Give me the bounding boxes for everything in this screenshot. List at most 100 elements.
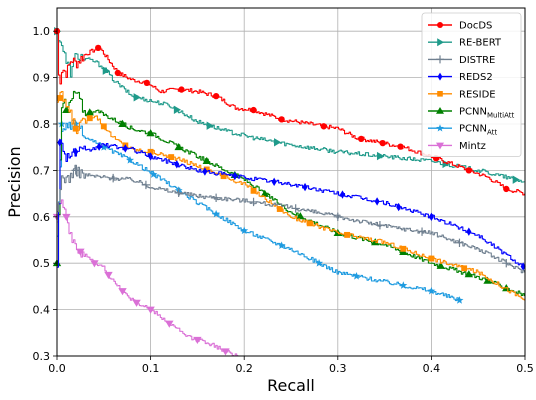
data-point-marker bbox=[212, 93, 220, 100]
data-point-marker bbox=[203, 166, 210, 173]
data-point-marker bbox=[371, 238, 380, 246]
legend-entry: DISTRE bbox=[428, 55, 495, 66]
series-line bbox=[57, 164, 525, 274]
legend-box bbox=[421, 12, 522, 158]
data-point-marker bbox=[104, 271, 113, 279]
data-point-marker bbox=[71, 119, 80, 128]
data-point-marker bbox=[174, 143, 183, 151]
series-layer bbox=[52, 27, 526, 357]
data-point-marker bbox=[102, 66, 110, 75]
series-line bbox=[57, 90, 525, 297]
data-point-marker bbox=[428, 212, 434, 221]
data-point-marker bbox=[232, 171, 238, 181]
data-point-marker bbox=[141, 180, 151, 190]
data-point-marker bbox=[503, 185, 510, 193]
data-point-marker bbox=[376, 151, 385, 161]
data-point-marker bbox=[374, 197, 380, 206]
legend-marker bbox=[437, 72, 443, 81]
x-tick-label: 0.3 bbox=[329, 362, 347, 375]
series-line bbox=[57, 139, 525, 269]
data-point-marker bbox=[455, 296, 464, 304]
data-point-marker bbox=[483, 276, 492, 284]
data-point-marker bbox=[352, 271, 361, 280]
data-point-marker bbox=[436, 261, 445, 269]
data-point-marker bbox=[315, 259, 324, 267]
data-point-marker bbox=[126, 155, 134, 164]
data-point-marker bbox=[132, 299, 141, 307]
data-point-marker bbox=[220, 173, 227, 180]
legend-marker bbox=[436, 124, 444, 132]
x-tick-label: 0.1 bbox=[142, 362, 160, 375]
data-point-marker bbox=[291, 204, 300, 213]
data-point-marker bbox=[168, 154, 175, 161]
legend-entry: PCNNMultiAtt bbox=[428, 107, 515, 120]
data-point-marker bbox=[202, 156, 211, 165]
series-distre bbox=[57, 164, 525, 274]
data-point-marker bbox=[85, 108, 94, 116]
data-point-marker bbox=[100, 123, 107, 130]
data-point-marker bbox=[211, 193, 221, 202]
data-point-marker bbox=[95, 44, 102, 52]
legend: DocDS RE-BERT DISTRE REDS2 RESIDE PCNNMultiAt… bbox=[421, 12, 522, 158]
legend-label: DISTRE bbox=[459, 55, 495, 66]
legend-label: REDS2 bbox=[459, 72, 493, 83]
data-point-marker bbox=[417, 227, 427, 236]
data-point-marker bbox=[240, 226, 249, 235]
data-point-marker bbox=[396, 202, 402, 212]
data-point-marker bbox=[260, 189, 269, 197]
legend-entry: PCNNAtt bbox=[428, 124, 497, 137]
data-point-marker bbox=[250, 106, 257, 114]
data-point-marker bbox=[90, 260, 99, 268]
series-mintz bbox=[52, 199, 239, 357]
legend-label: DocDS bbox=[459, 21, 492, 32]
data-point-marker bbox=[56, 95, 63, 101]
data-point-marker bbox=[465, 167, 472, 174]
legend-label: RESIDE bbox=[459, 89, 496, 100]
data-point-marker bbox=[466, 227, 472, 236]
data-point-marker bbox=[520, 262, 526, 271]
series-reds2 bbox=[57, 138, 526, 271]
data-point-marker bbox=[320, 123, 327, 130]
data-point-marker bbox=[461, 265, 468, 272]
data-point-marker bbox=[379, 139, 386, 147]
data-point-marker bbox=[206, 121, 214, 130]
data-point-marker bbox=[57, 138, 63, 147]
y-tick-label: 0.6 bbox=[33, 211, 51, 224]
data-point-marker bbox=[76, 248, 85, 256]
tick-layer: 0.0 0.1 0.2 0.3 0.4 0.5 0.3 0.4 0.5 0.6 0.7 0.8 0.9 1… bbox=[33, 25, 534, 375]
data-point-marker bbox=[133, 93, 141, 102]
data-point-marker bbox=[502, 259, 511, 268]
data-point-marker bbox=[72, 125, 79, 132]
data-point-marker bbox=[221, 348, 230, 356]
legend-entry: RE-BERT bbox=[428, 38, 502, 49]
data-point-marker bbox=[399, 281, 408, 289]
data-point-marker bbox=[333, 212, 342, 221]
data-point-marker bbox=[274, 138, 282, 147]
data-point-marker bbox=[165, 320, 174, 328]
y-axis-label: Precision bbox=[5, 146, 24, 217]
data-point-marker bbox=[296, 212, 305, 220]
data-point-marker bbox=[250, 187, 257, 194]
legend-marker bbox=[436, 142, 444, 150]
legend-label: PCNNMultiAtt bbox=[459, 107, 515, 120]
data-point-marker bbox=[62, 213, 71, 221]
series-line bbox=[57, 119, 459, 302]
data-point-marker bbox=[400, 245, 407, 252]
data-point-marker bbox=[278, 116, 285, 123]
legend-marker bbox=[437, 22, 443, 28]
data-point-marker bbox=[397, 143, 404, 150]
data-point-marker bbox=[143, 79, 151, 87]
y-tick-label: 0.3 bbox=[33, 350, 51, 363]
data-point-marker bbox=[427, 286, 436, 295]
data-point-marker bbox=[249, 197, 258, 207]
data-point-marker bbox=[108, 173, 118, 183]
data-point-marker bbox=[118, 119, 127, 127]
x-tick-label: 0.4 bbox=[423, 362, 441, 375]
data-point-marker bbox=[96, 142, 102, 151]
legend-label: PCNNAtt bbox=[459, 124, 497, 137]
data-point-marker bbox=[212, 209, 221, 218]
data-point-marker bbox=[86, 115, 93, 122]
data-point-marker bbox=[148, 152, 154, 161]
legend-marker bbox=[437, 91, 443, 97]
